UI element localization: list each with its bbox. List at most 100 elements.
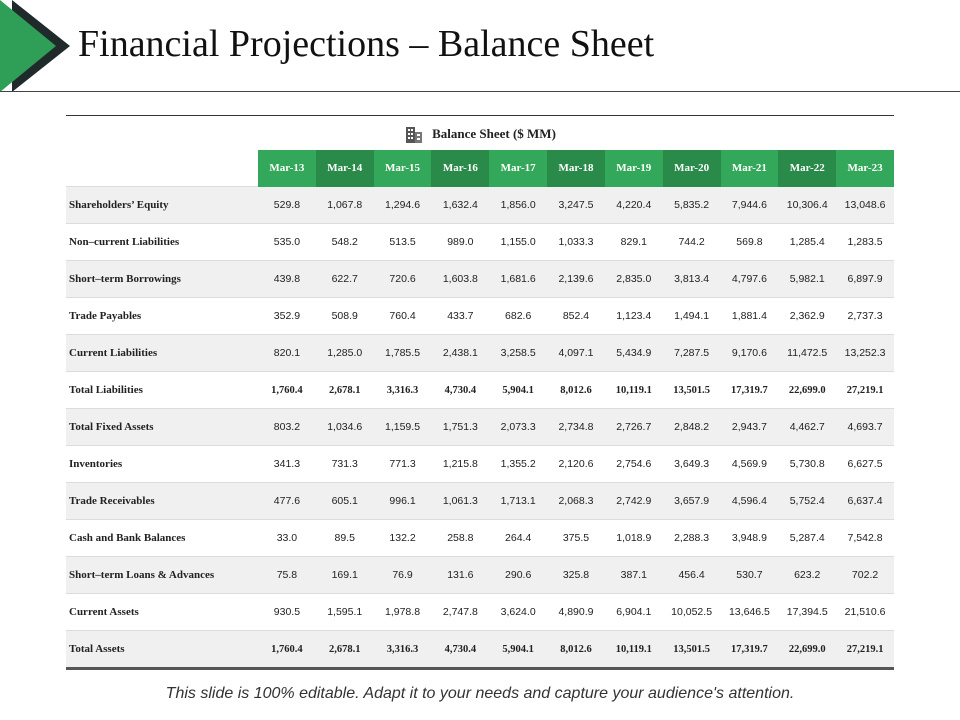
cell-value: 3,247.5 [547,186,605,224]
cell-value: 622.7 [315,260,374,298]
cell-value: 89.5 [315,519,374,557]
cell-value: 2,073.3 [489,408,548,446]
cell-value: 6,897.9 [836,260,894,298]
cell-value: 569.8 [720,223,779,261]
cell-value: 5,752.4 [778,482,837,520]
cell-value: 803.2 [258,408,316,446]
column-header: Mar-13 [258,150,316,187]
cell-value: 1,034.6 [315,408,374,446]
cell-value: 258.8 [431,519,490,557]
cell-value: 27,219.1 [836,630,894,670]
cell-value: 13,646.5 [720,593,779,631]
cell-value: 1,294.6 [373,186,432,224]
column-header: Mar-20 [662,150,721,187]
cell-value: 10,119.1 [604,630,663,670]
cell-value: 2,362.9 [778,297,837,335]
cell-value: 1,033.3 [547,223,605,261]
title: Financial Projections – Balance Sheet [78,23,655,65]
cell-value: 820.1 [258,334,316,372]
cell-value: 2,438.1 [431,334,490,372]
cell-value: 4,797.6 [720,260,779,298]
cell-value: 4,730.4 [431,630,490,670]
row-label: Short–term Loans & Advances [66,556,258,594]
cell-value: 1,061.3 [431,482,490,520]
table-row: Current Liabilities 820.1 1,285.0 1,785.5 2,… [66,334,894,372]
cell-value: 530.7 [720,556,779,594]
row-label: Short–term Borrowings [66,260,258,298]
cell-value: 4,097.1 [547,334,605,372]
row-label: Shareholders’ Equity [66,186,258,224]
cell-value: 2,678.1 [315,630,374,670]
cell-value: 264.4 [489,519,548,557]
table-row: Current Assets 930.5 1,595.1 1,978.8 2,747.8… [66,593,894,631]
caption-text: Balance Sheet ($ MM) [432,125,556,141]
cell-value: 131.6 [431,556,490,594]
cell-value: 2,747.8 [431,593,490,631]
cell-value: 2,835.0 [604,260,663,298]
cell-value: 8,012.6 [547,371,605,409]
cell-value: 7,944.6 [720,186,779,224]
cell-value: 439.8 [258,260,316,298]
cell-value: 548.2 [315,223,374,261]
cell-value: 3,624.0 [489,593,548,631]
row-label: Current Assets [66,593,258,631]
header-row: Mar-13 Mar-14 Mar-15 Mar-16 Mar-17 Mar-18 Mar-… [66,150,894,187]
table-row: Trade Payables 352.9 508.9 760.4 433.7 682.6 8… [66,297,894,335]
cell-value: 2,120.6 [547,445,605,483]
cell-value: 1,603.8 [431,260,490,298]
cell-value: 2,734.8 [547,408,605,446]
cell-value: 2,288.3 [662,519,721,557]
column-header: Mar-14 [315,150,374,187]
cell-value: 1,355.2 [489,445,548,483]
cell-value: 9,170.6 [720,334,779,372]
column-header: Mar-18 [547,150,605,187]
cell-value: 5,904.1 [489,630,548,670]
cell-value: 76.9 [373,556,432,594]
cell-value: 17,394.5 [778,593,837,631]
cell-value: 5,835.2 [662,186,721,224]
cell-value: 1,283.5 [836,223,894,261]
cell-value: 1,760.4 [258,630,316,670]
cell-value: 3,948.9 [720,519,779,557]
cell-value: 513.5 [373,223,432,261]
table-row: Short–term Loans & Advances 75.8 169.1 76.9… [66,556,894,594]
row-label: Trade Receivables [66,482,258,520]
column-header: Mar-16 [431,150,490,187]
cell-value: 17,319.7 [720,630,779,670]
table-row: Trade Receivables 477.6 605.1 996.1 1,061.3 1… [66,482,894,520]
cell-value: 1,123.4 [604,297,663,335]
cell-value: 5,434.9 [604,334,663,372]
cell-value: 7,287.5 [662,334,721,372]
table-row: Total Fixed Assets 803.2 1,034.6 1,159.5 1,7… [66,408,894,446]
column-header: Mar-22 [778,150,837,187]
cell-value: 623.2 [778,556,837,594]
column-header: Mar-17 [489,150,548,187]
cell-value: 3,657.9 [662,482,721,520]
corner-cell [66,150,258,187]
cell-value: 375.5 [547,519,605,557]
cell-value: 702.2 [836,556,894,594]
cell-value: 535.0 [258,223,316,261]
cell-value: 1,760.4 [258,371,316,409]
row-label: Total Liabilities [66,371,258,409]
cell-value: 1,681.6 [489,260,548,298]
cell-value: 433.7 [431,297,490,335]
cell-value: 852.4 [547,297,605,335]
cell-value: 13,501.5 [662,371,721,409]
row-label: Total Fixed Assets [66,408,258,446]
cell-value: 2,726.7 [604,408,663,446]
table-row: Total Liabilities 1,760.4 2,678.1 3,316.3 4,… [66,371,894,409]
cell-value: 1,155.0 [489,223,548,261]
cell-value: 2,139.6 [547,260,605,298]
cell-value: 6,627.5 [836,445,894,483]
cell-value: 771.3 [373,445,432,483]
cell-value: 132.2 [373,519,432,557]
cell-value: 1,881.4 [720,297,779,335]
cell-value: 2,848.2 [662,408,721,446]
cell-value: 989.0 [431,223,490,261]
cell-value: 21,510.6 [836,593,894,631]
cell-value: 720.6 [373,260,432,298]
table-row: Cash and Bank Balances 33.0 89.5 132.2 258.8… [66,519,894,557]
row-label: Inventories [66,445,258,483]
cell-value: 2,943.7 [720,408,779,446]
